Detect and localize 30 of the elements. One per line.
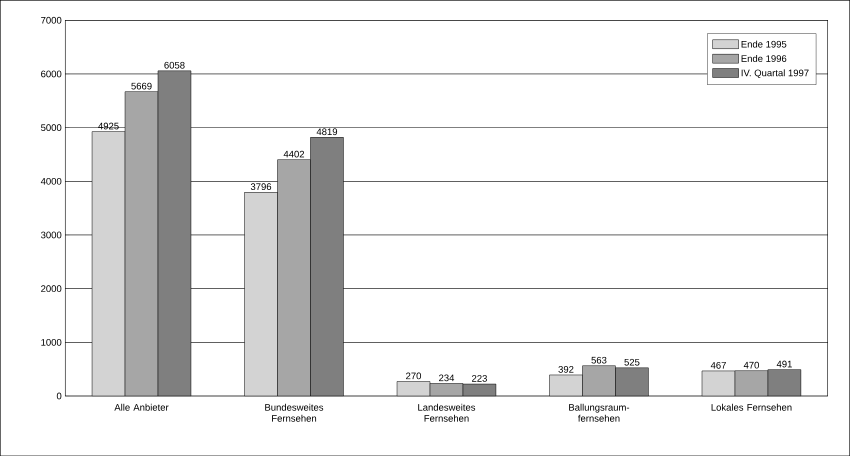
data-label: 234 [439, 374, 454, 382]
y-tick-label: 2000 [41, 285, 62, 292]
data-label: 223 [472, 374, 487, 382]
y-tick-label: 1000 [41, 338, 62, 346]
y-tick-label: 4000 [40, 178, 62, 185]
x-tick-label: Bundesweites Fernsehen [265, 404, 324, 422]
y-tick-label: 5000 [41, 124, 62, 131]
data-label: 4402 [284, 150, 304, 158]
y-tick-label: 3000 [40, 231, 62, 238]
legend-label: IV. Quartal 1997 [742, 69, 809, 78]
data-label: 5669 [131, 82, 152, 90]
x-tick-label: Landesweites Fernsehen [418, 404, 476, 422]
x-tick-label: Ballungsraum-fernsehen [569, 404, 630, 422]
data-label: 467 [710, 362, 726, 369]
x-tick-label: Alle Anbieter [114, 404, 169, 411]
data-label: 3796 [250, 183, 272, 190]
data-label: 270 [406, 372, 422, 380]
legend-label: Ende 1995 [742, 40, 786, 48]
data-label: 525 [624, 358, 640, 366]
data-label: 491 [776, 360, 792, 368]
y-tick-label: 7000 [41, 16, 62, 24]
legend-label: Ende 1996 [742, 54, 786, 62]
data-label: 563 [591, 356, 606, 364]
y-tick-label: 0 [56, 392, 62, 400]
y-tick-label: 6000 [41, 70, 62, 78]
data-label: 4819 [316, 128, 338, 135]
data-label: 470 [744, 362, 760, 368]
x-tick-label: Lokales Fernsehen [712, 404, 792, 411]
data-label: 6058 [164, 62, 185, 68]
data-label: 392 [558, 366, 574, 373]
